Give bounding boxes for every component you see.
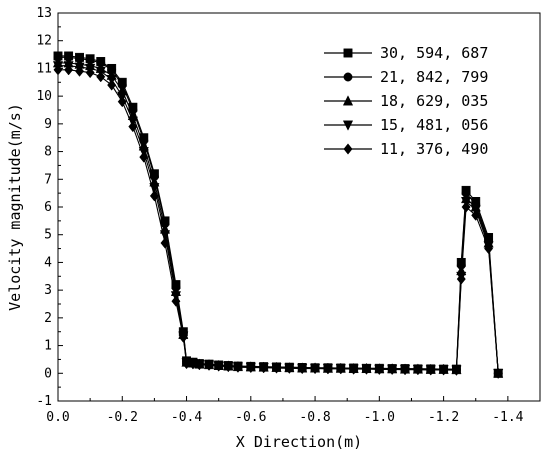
legend-label: 15, 481, 056 (380, 116, 488, 134)
data-point (361, 363, 372, 375)
legend-marker (343, 143, 353, 155)
data-point (323, 363, 333, 375)
legend-label: 21, 842, 799 (380, 68, 488, 86)
data-point (471, 209, 481, 221)
data-point (64, 64, 74, 76)
data-point (439, 364, 449, 376)
data-point (204, 359, 214, 371)
data-point (149, 190, 159, 202)
data-point (246, 361, 256, 374)
data-point (233, 361, 243, 373)
data-point (182, 357, 192, 370)
legend-item: 11, 376, 490 (324, 140, 488, 158)
legend-marker (343, 48, 353, 58)
data-point (493, 367, 503, 379)
data-point (451, 364, 461, 376)
y-tick-label: 13 (36, 6, 52, 21)
data-point (223, 361, 233, 373)
data-point (107, 79, 117, 91)
y-tick-label: 5 (44, 228, 52, 243)
x-axis: 0.0 -0.2 -0.4 -0.6 -0.8 -1.0 -1.2 -1.4 (46, 396, 524, 425)
data-point (461, 201, 471, 213)
legend-item: 21, 842, 799 (324, 68, 488, 86)
y-tick-label: 6 (44, 200, 52, 215)
data-point (53, 64, 63, 76)
data-point (310, 362, 320, 375)
data-point (259, 362, 269, 374)
x-tick-label: 0.0 (46, 410, 69, 425)
data-point (400, 364, 410, 376)
y-tick-label: 8 (44, 145, 52, 160)
data-point (456, 273, 466, 285)
x-axis-title: X Direction(m) (236, 433, 362, 451)
legend-item: 18, 629, 035 (324, 92, 488, 110)
data-point (96, 71, 106, 83)
data-point (387, 363, 397, 376)
x-tick-label: -0.8 (299, 410, 330, 425)
legend-marker (343, 72, 353, 82)
x-tick-label: -0.2 (107, 410, 138, 425)
y-tick-label: 1 (44, 339, 52, 354)
data-point (284, 362, 294, 374)
legend: 30, 594, 687 21, 842, 799 18, 629, 035 15, … (324, 44, 488, 158)
data-point (117, 96, 127, 108)
data-point (214, 360, 224, 372)
data-point (484, 242, 494, 255)
data-point (271, 362, 282, 374)
data-point (426, 364, 436, 376)
legend-marker (342, 95, 354, 106)
y-tick-label: -1 (36, 394, 52, 409)
series-5 (53, 64, 503, 379)
x-tick-label: -1.2 (428, 410, 459, 425)
series-layer (52, 51, 504, 380)
data-point (139, 151, 149, 163)
series-line (58, 65, 499, 374)
data-point (128, 121, 138, 133)
x-tick-label: -1.4 (492, 410, 523, 425)
data-point (85, 66, 95, 79)
data-point (160, 237, 170, 249)
legend-item: 15, 481, 056 (324, 116, 488, 134)
data-point (178, 331, 188, 343)
x-tick-label: -1.0 (364, 410, 395, 425)
y-tick-label: 10 (36, 89, 52, 104)
y-tick-label: 2 (44, 311, 52, 326)
legend-label: 30, 594, 687 (380, 44, 488, 62)
y-tick-label: 3 (44, 283, 52, 298)
y-tick-label: 7 (44, 172, 52, 187)
y-tick-label: 0 (44, 366, 52, 381)
data-point (349, 363, 359, 375)
data-point (413, 364, 423, 376)
x-tick-label: -0.4 (171, 410, 202, 425)
data-point (75, 65, 85, 77)
legend-label: 11, 376, 490 (380, 140, 488, 158)
data-point (297, 362, 307, 375)
x-tick-label: -0.6 (235, 410, 266, 425)
legend-label: 18, 629, 035 (380, 92, 488, 110)
data-point (374, 363, 384, 376)
data-point (171, 295, 181, 307)
y-axis-title: Velocity magnitude(m/s) (6, 103, 24, 311)
legend-marker (342, 120, 354, 131)
legend-item: 30, 594, 687 (324, 44, 488, 62)
data-point (194, 359, 204, 371)
y-tick-label: 4 (44, 255, 52, 270)
y-tick-label: 9 (44, 117, 52, 132)
y-tick-label: 11 (36, 61, 52, 76)
data-point (188, 358, 198, 370)
y-tick-label: 12 (36, 34, 52, 49)
data-point (336, 363, 346, 375)
